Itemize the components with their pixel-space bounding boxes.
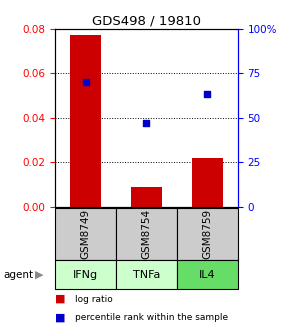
Text: ▶: ▶ [35,270,44,280]
Text: GSM8754: GSM8754 [142,209,151,259]
Text: IL4: IL4 [199,270,216,280]
Bar [131,186,162,207]
Point [144,120,149,126]
Text: IFNg: IFNg [73,270,98,280]
Point [205,92,210,97]
Text: TNFa: TNFa [133,270,160,280]
Bar [192,158,222,207]
Bar [70,35,101,207]
Text: ■: ■ [55,294,66,304]
Point [83,79,88,85]
Text: percentile rank within the sample: percentile rank within the sample [75,313,229,322]
Text: GSM8749: GSM8749 [81,209,90,259]
Text: ■: ■ [55,312,66,323]
Text: GSM8759: GSM8759 [202,209,212,259]
Text: agent: agent [3,270,33,280]
Title: GDS498 / 19810: GDS498 / 19810 [92,14,201,28]
Text: log ratio: log ratio [75,295,113,303]
